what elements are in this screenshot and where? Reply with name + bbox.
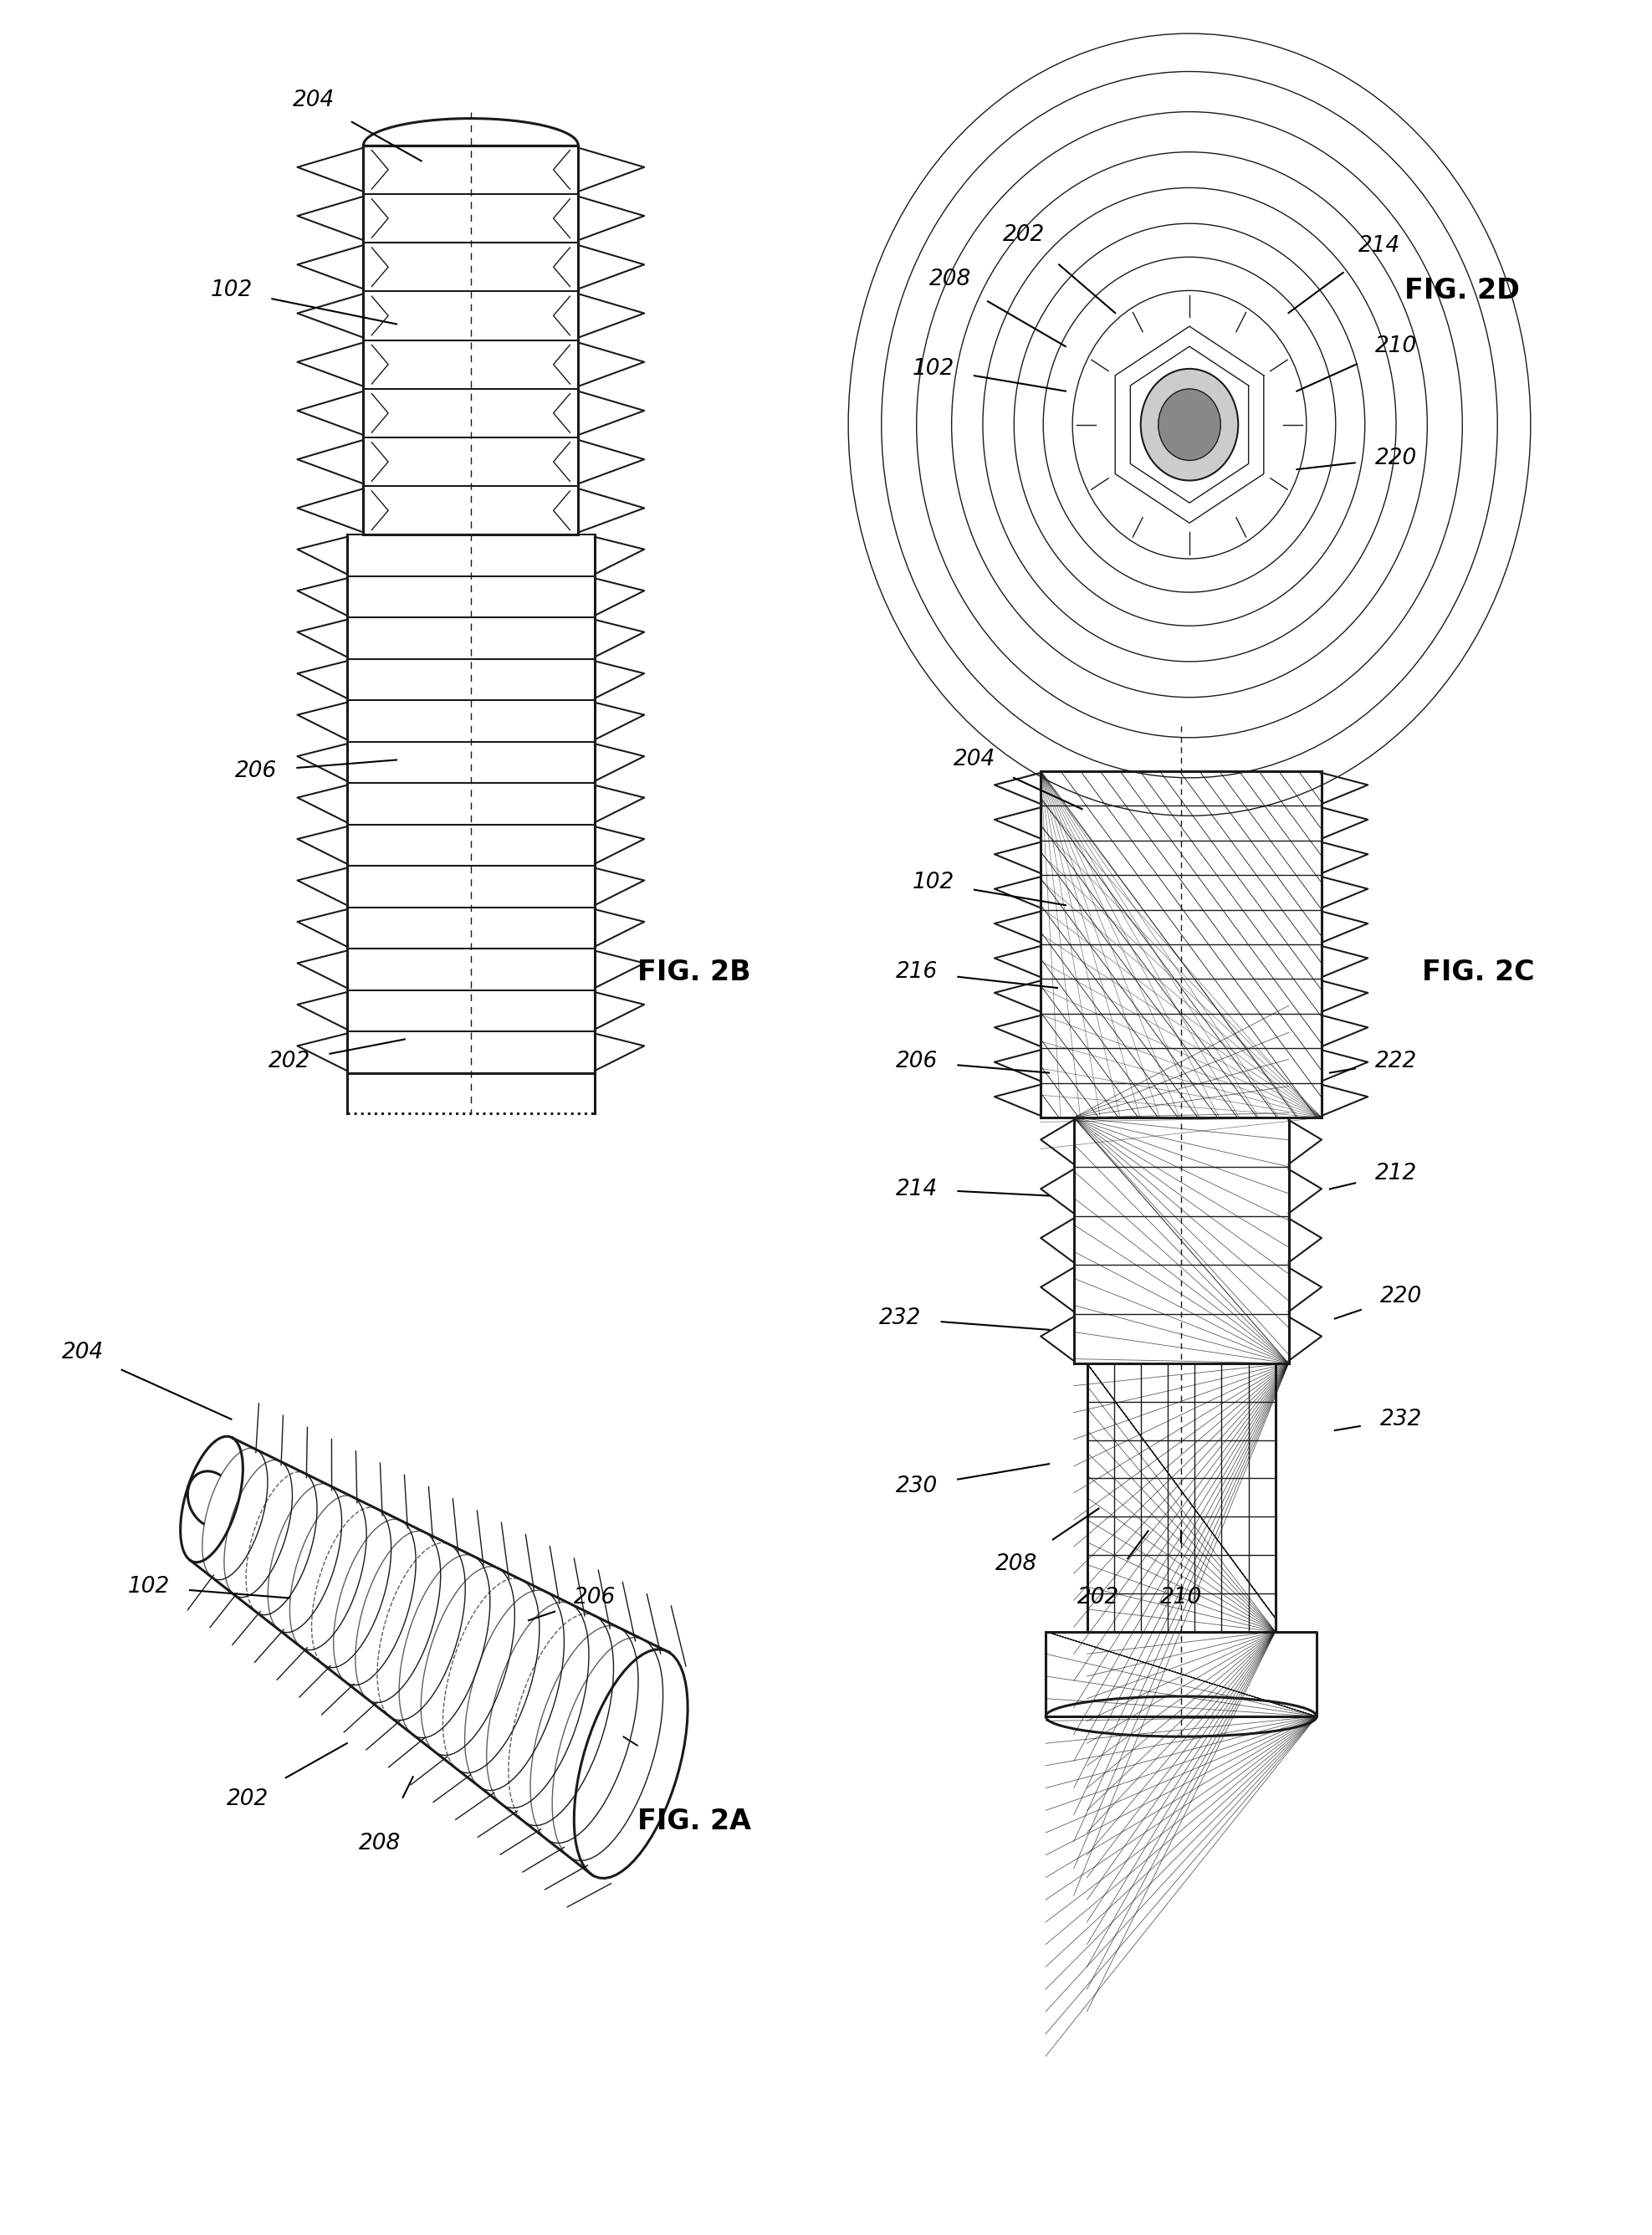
Ellipse shape [1158, 389, 1221, 460]
Text: 102: 102 [912, 872, 955, 894]
Text: FIG. 2B: FIG. 2B [638, 959, 750, 986]
Text: 102: 102 [210, 279, 253, 302]
Text: FIG. 2D: FIG. 2D [1404, 277, 1520, 304]
Text: 220: 220 [1379, 1285, 1422, 1307]
Text: 102: 102 [912, 358, 955, 380]
Text: FIG. 2C: FIG. 2C [1422, 959, 1535, 986]
Text: 204: 204 [61, 1341, 104, 1363]
Text: 102: 102 [127, 1576, 170, 1598]
Polygon shape [1041, 771, 1322, 1118]
Text: 206: 206 [235, 760, 278, 782]
Text: 232: 232 [1379, 1408, 1422, 1430]
Text: 222: 222 [1374, 1050, 1417, 1073]
Text: 220: 220 [1374, 447, 1417, 469]
Text: 202: 202 [268, 1050, 311, 1073]
Text: 208: 208 [928, 268, 971, 291]
Text: 208: 208 [995, 1553, 1037, 1576]
Text: FIG. 2A: FIG. 2A [638, 1808, 750, 1835]
Text: 208: 208 [358, 1833, 401, 1855]
Text: 214: 214 [895, 1178, 938, 1200]
Text: 212: 212 [1374, 1162, 1417, 1185]
Text: 206: 206 [895, 1050, 938, 1073]
Text: 210: 210 [1160, 1587, 1203, 1609]
Text: 232: 232 [879, 1307, 922, 1330]
Text: 230: 230 [895, 1475, 938, 1497]
Text: 204: 204 [953, 749, 996, 771]
Text: 202: 202 [1077, 1587, 1120, 1609]
Text: 204: 204 [292, 89, 335, 112]
Text: 216: 216 [895, 961, 938, 983]
Text: 210: 210 [1374, 335, 1417, 358]
Text: 202: 202 [1003, 223, 1046, 246]
Text: 206: 206 [573, 1587, 616, 1609]
Text: 202: 202 [226, 1788, 269, 1810]
Ellipse shape [1140, 369, 1239, 481]
Text: 214: 214 [1358, 235, 1401, 257]
